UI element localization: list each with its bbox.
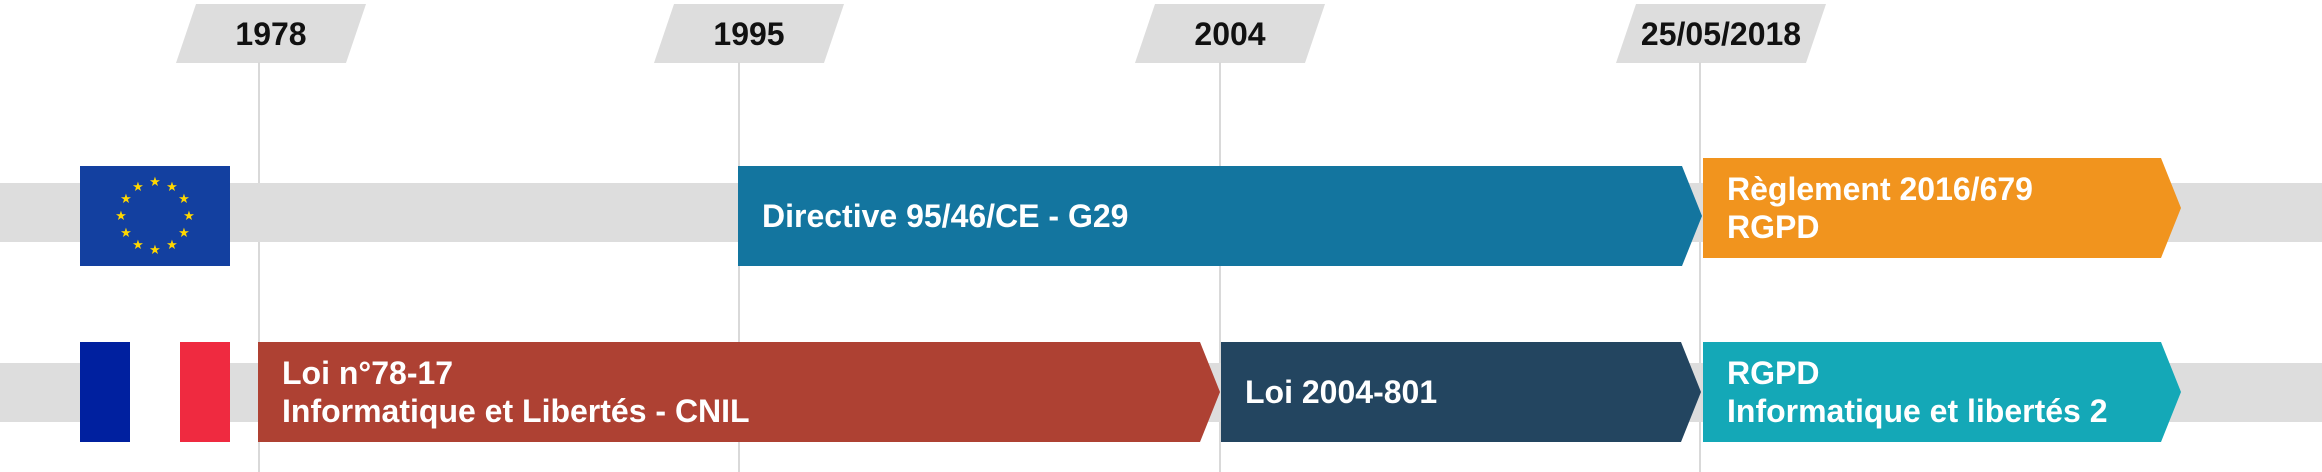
- year-tab-shape: [176, 4, 366, 63]
- svg-text:★: ★: [149, 243, 161, 258]
- svg-text:★: ★: [120, 226, 132, 241]
- svg-text:★: ★: [183, 209, 195, 224]
- arrow-shape: [1703, 342, 2181, 442]
- year-tab-2004: 2004: [1135, 4, 1325, 63]
- eu-flag-icon: ★ ★ ★ ★ ★ ★ ★ ★ ★ ★ ★ ★: [80, 166, 230, 266]
- fr-loi-78-17-arrow: Loi n°78-17 Informatique et Libertés - C…: [258, 342, 1220, 442]
- svg-text:★: ★: [178, 192, 190, 207]
- svg-text:★: ★: [132, 238, 144, 253]
- arrow-shape: [738, 166, 1702, 266]
- year-tab-shape: [1135, 4, 1325, 63]
- svg-text:★: ★: [166, 180, 178, 195]
- year-label: 25/05/2018: [1640, 16, 1802, 52]
- arrow-label: Loi 2004-801: [1245, 342, 1661, 442]
- svg-text:★: ★: [166, 238, 178, 253]
- year-guide-line: [1219, 62, 1221, 472]
- year-tab-1978: 1978: [176, 4, 366, 63]
- year-label: 2004: [1194, 16, 1266, 52]
- fr-loi-2004-arrow: Loi 2004-801: [1221, 342, 1701, 442]
- year-guide-line: [1699, 62, 1701, 472]
- year-label: 1978: [235, 16, 307, 52]
- arrow-label: Directive 95/46/CE - G29: [762, 166, 1662, 266]
- svg-text:★: ★: [149, 175, 161, 190]
- arrow-label-line: RGPD: [1727, 209, 1820, 245]
- eu-regulation-arrow: Règlement 2016/679 RGPD: [1703, 158, 2181, 258]
- arrow-label-line: RGPD: [1727, 355, 1820, 391]
- year-tab-1995: 1995: [654, 4, 844, 63]
- arrow-label-line: Directive 95/46/CE - G29: [762, 198, 1129, 234]
- france-flag-icon: [80, 342, 230, 442]
- arrow-label: Règlement 2016/679 RGPD: [1727, 158, 2141, 258]
- fr-rgpd-arrow: RGPD Informatique et libertés 2: [1703, 342, 2181, 442]
- svg-text:★: ★: [120, 192, 132, 207]
- arrow-shape: [1703, 158, 2181, 258]
- arrow-label-line: Informatique et Libertés - CNIL: [282, 393, 750, 429]
- year-label: 1995: [713, 16, 785, 52]
- arrow-label-line: Règlement 2016/679: [1727, 171, 2033, 207]
- arrow-label-line: Informatique et libertés 2: [1727, 393, 2108, 429]
- year-tab-2018: 25/05/2018: [1616, 4, 1826, 63]
- arrow-shape: [1221, 342, 1701, 442]
- svg-text:★: ★: [115, 209, 127, 224]
- year-tab-shape: [1616, 4, 1826, 63]
- svg-text:★: ★: [132, 180, 144, 195]
- arrow-label: Loi n°78-17 Informatique et Libertés - C…: [282, 342, 1180, 442]
- arrow-label: RGPD Informatique et libertés 2: [1727, 342, 2141, 442]
- eu-directive-arrow: Directive 95/46/CE - G29: [738, 166, 1702, 266]
- svg-text:★: ★: [178, 226, 190, 241]
- arrow-shape: [258, 342, 1220, 442]
- arrow-label-line: Loi 2004-801: [1245, 374, 1438, 410]
- year-guide-line: [738, 62, 740, 472]
- arrow-label-line: Loi n°78-17: [282, 355, 454, 391]
- year-guide-line: [258, 62, 260, 472]
- year-tab-shape: [654, 4, 844, 63]
